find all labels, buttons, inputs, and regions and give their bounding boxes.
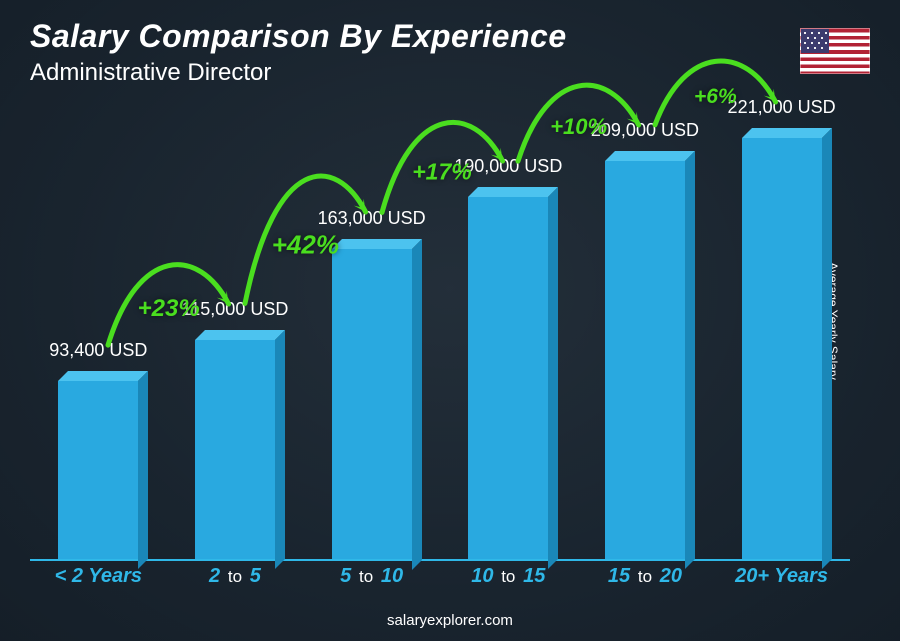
bar-slot: 163,000 USD [303,120,440,559]
category-label: 20+ Years [713,565,850,595]
page-title: Salary Comparison By Experience [30,18,567,55]
bar-side-face [685,151,695,569]
category-mid: to [354,567,378,586]
category-pre: 2 [209,565,220,587]
bar-slot: 115,000 USD [167,120,304,559]
bar-value-label: 190,000 USD [454,156,562,177]
category-label: 2 to 5 [167,565,304,595]
category-post: Years [774,565,828,587]
bar-side-face [548,187,558,569]
category-labels: < 2 Years2 to 55 to 1010 to 1515 to 2020… [30,565,850,595]
category-pre: 20+ [735,565,769,587]
bar [58,381,138,559]
category-post: 10 [381,565,403,587]
bar-slot: 93,400 USD [30,120,167,559]
category-post: 15 [523,565,545,587]
chart-baseline [30,559,850,561]
bar-value-label: 209,000 USD [591,120,699,141]
bar-top-face [332,239,422,249]
bar-top-face [605,151,695,161]
bar-side-face [138,371,148,569]
category-post: 20 [660,565,682,587]
bar [605,161,685,559]
category-label: 15 to 20 [577,565,714,595]
category-pre: 5 [340,565,351,587]
category-pre: 10 [471,565,493,587]
bar-top-face [195,330,285,340]
title-block: Salary Comparison By Experience Administ… [30,18,567,87]
footer-site: salaryexplorer.com [0,612,900,629]
bar-side-face [822,128,832,569]
bar-top-face [58,371,148,381]
bar-value-label: 163,000 USD [318,208,426,229]
bar-top-face [468,187,558,197]
bar-side-face [275,330,285,569]
bar [332,249,412,560]
bar [742,138,822,559]
category-mid: to [223,567,247,586]
category-post: Years [88,565,142,587]
infographic-canvas: Salary Comparison By Experience Administ… [0,0,900,641]
bar-chart: 93,400 USD 115,000 USD 163,000 USD 190,000 … [30,120,850,561]
bar [195,340,275,559]
flag-icon [800,28,870,74]
category-label: < 2 Years [30,565,167,595]
bar-value-label: 115,000 USD [182,299,289,320]
bar-top-face [742,128,832,138]
category-label: 10 to 15 [440,565,577,595]
category-label: 5 to 10 [303,565,440,595]
bar-slot: 209,000 USD [577,120,714,559]
category-mid: to [633,567,657,586]
category-mid: to [496,567,520,586]
page-subtitle: Administrative Director [30,59,567,87]
category-pre: 15 [608,565,630,587]
bar-side-face [412,239,422,570]
bar-value-label: 93,400 USD [49,340,147,361]
bar-value-label: 221,000 USD [728,97,836,118]
category-post: 5 [250,565,261,587]
bar-slot: 221,000 USD [713,120,850,559]
bar-slot: 190,000 USD [440,120,577,559]
bar [468,197,548,559]
category-pre: < 2 [55,565,83,587]
bars-container: 93,400 USD 115,000 USD 163,000 USD 190,000 … [30,120,850,559]
